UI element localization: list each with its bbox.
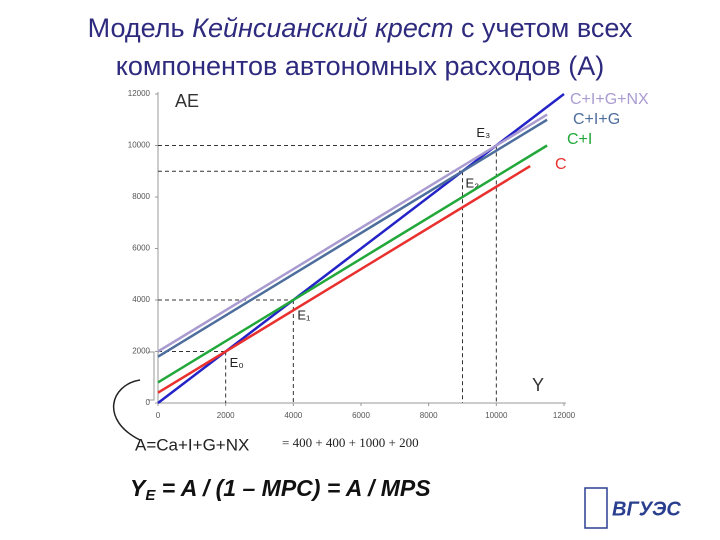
y-tick-label: 6000 xyxy=(132,244,150,253)
x-tick-label: 6000 xyxy=(352,411,370,420)
logo-text: ВГУЭС xyxy=(612,498,681,520)
intercept-bracket xyxy=(148,351,155,401)
point-label: E₀ xyxy=(230,355,244,370)
title-line-2: компонентов автономных расходов (A) xyxy=(116,51,605,81)
series-label: C xyxy=(555,156,567,173)
series-line xyxy=(157,144,548,384)
series-label: C+I+G+NX xyxy=(570,91,649,108)
x-axis-label: Y xyxy=(532,375,544,395)
y-tick-label: 4000 xyxy=(132,295,150,304)
y-tick-label: 10000 xyxy=(128,141,151,150)
x-tick-label: 8000 xyxy=(420,411,438,420)
formula-a: A=Ca+I+G+NX xyxy=(135,435,249,454)
series-line xyxy=(157,118,548,358)
series-line xyxy=(157,165,531,394)
x-tick-label: 10000 xyxy=(485,411,508,420)
point-label: E₃ xyxy=(476,125,490,140)
series-label: C+I xyxy=(567,131,592,148)
point-label: E₁ xyxy=(297,307,311,322)
x-tick-label: 12000 xyxy=(553,411,576,420)
x-tick-label: 0 xyxy=(156,411,161,420)
y-tick-label: 2000 xyxy=(132,347,150,356)
point-label: E₂ xyxy=(466,176,480,191)
brace xyxy=(112,379,141,441)
y-axis-label: AE xyxy=(175,91,199,111)
series-line xyxy=(157,113,548,353)
formula-sum: = 400 + 400 + 1000 + 200 xyxy=(282,435,419,450)
y-tick-label: 12000 xyxy=(128,89,151,98)
x-tick-label: 4000 xyxy=(284,411,302,420)
y-tick-label: 0 xyxy=(146,398,151,407)
title-line-1: Модель Кейнсианский крест с учетом всех xyxy=(88,13,633,43)
formula-main: YE = A / (1 – MPC) = A / MPS xyxy=(130,475,431,504)
series-label: C+I+G xyxy=(573,111,620,128)
x-tick-label: 2000 xyxy=(217,411,235,420)
logo-icon xyxy=(584,487,608,529)
y-tick-label: 8000 xyxy=(132,192,150,201)
